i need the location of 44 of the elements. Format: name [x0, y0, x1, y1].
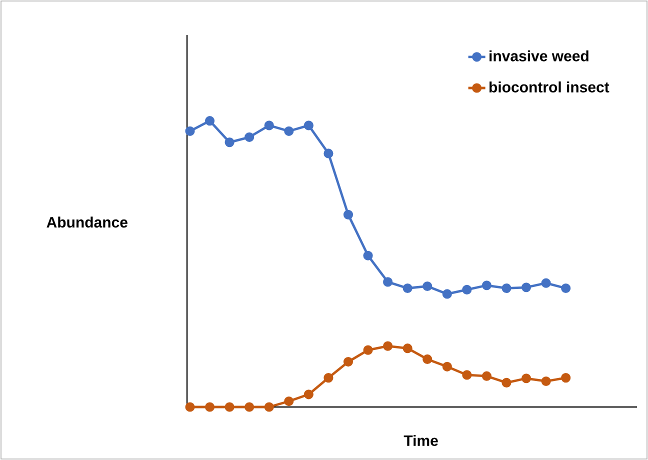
legend-label: biocontrol insect — [490, 81, 610, 92]
point — [324, 373, 334, 383]
point — [383, 277, 393, 287]
point — [244, 132, 254, 142]
point — [224, 138, 234, 148]
point — [541, 278, 551, 288]
point — [264, 402, 274, 412]
point — [363, 250, 373, 260]
point — [343, 210, 354, 220]
point — [244, 402, 254, 412]
point — [304, 120, 314, 130]
point — [363, 345, 373, 355]
point — [264, 120, 274, 130]
point — [204, 402, 215, 412]
point — [324, 148, 334, 158]
y-axis-title: Abundance — [46, 216, 128, 228]
point — [482, 280, 492, 290]
point — [521, 374, 532, 384]
point — [502, 283, 512, 294]
point — [204, 116, 215, 126]
point — [541, 376, 551, 386]
point — [561, 373, 571, 383]
point — [284, 396, 294, 406]
point — [442, 289, 452, 299]
point — [402, 344, 412, 354]
x-axis-title: Time — [404, 434, 438, 446]
point — [304, 390, 314, 400]
legend-label: invasive weed — [490, 50, 588, 62]
point — [521, 282, 532, 292]
point — [442, 362, 452, 372]
point — [185, 126, 195, 136]
point — [343, 356, 354, 367]
point — [224, 402, 234, 412]
point — [422, 281, 432, 292]
point — [502, 378, 512, 388]
point — [284, 126, 294, 136]
point — [462, 370, 472, 380]
point — [185, 402, 195, 412]
point — [462, 284, 472, 294]
point — [402, 283, 412, 294]
point — [482, 371, 492, 381]
point — [561, 283, 571, 294]
point — [422, 354, 432, 364]
point — [383, 341, 393, 351]
